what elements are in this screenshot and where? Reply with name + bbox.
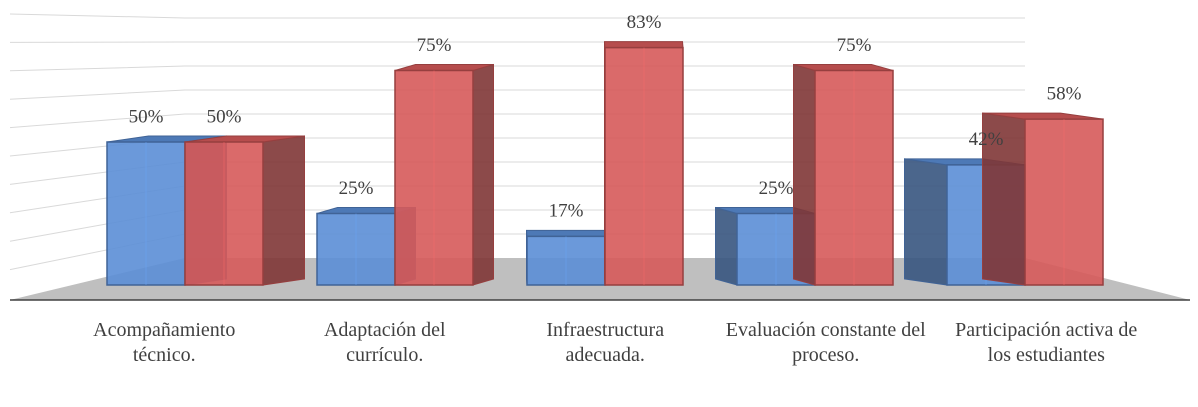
bar-side	[472, 63, 494, 286]
data-label: 25%	[759, 178, 794, 199]
bar-side	[904, 158, 948, 286]
grid-line	[9, 65, 1025, 72]
data-label: 50%	[207, 106, 242, 127]
data-label: 75%	[837, 35, 872, 56]
x-tick-label: Participación activa de los estudiantes	[955, 319, 1138, 366]
grid-line	[9, 113, 1025, 129]
bar-side	[793, 63, 816, 286]
x-tick-label: Adaptación del currículo.	[323, 319, 446, 366]
bar-top	[603, 41, 684, 49]
x-tick-label: Evaluación constante del proceso.	[725, 319, 926, 366]
data-label: 50%	[129, 106, 164, 127]
bar-side	[715, 206, 738, 286]
bar-side	[262, 135, 305, 286]
grid-line	[9, 13, 1025, 19]
x-tick-label: Acompañamiento técnico.	[93, 319, 236, 366]
data-label: 75%	[417, 35, 452, 56]
data-label: 58%	[1047, 83, 1082, 104]
data-label: 25%	[339, 178, 374, 199]
data-label: 17%	[549, 201, 584, 222]
grid-line	[9, 89, 1025, 100]
x-tick-label: Infraestructura adecuada.	[546, 319, 665, 366]
bar-top	[525, 229, 606, 237]
data-label: 42%	[969, 129, 1004, 150]
data-label: 83%	[627, 12, 662, 33]
